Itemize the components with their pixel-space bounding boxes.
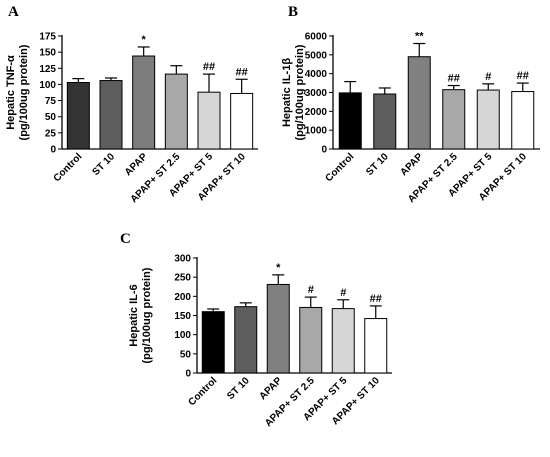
category-label: Control [323, 151, 356, 184]
category-label: APAP [398, 151, 425, 178]
category-label: ST 10 [364, 151, 391, 178]
bar [407, 56, 431, 150]
y-tick-label: 1000 [305, 126, 328, 137]
significance-marker: # [340, 287, 346, 299]
y-tick-label: 6000 [305, 32, 328, 43]
y-tick-label: 50 [45, 112, 57, 123]
y-axis-label: Hepatic TNF-α [5, 55, 17, 130]
bar [66, 81, 90, 150]
y-tick-label: 5000 [305, 50, 328, 61]
panel-letter: B [288, 4, 298, 20]
y-tick-label: 50 [180, 349, 192, 360]
category-label: Control [186, 375, 219, 408]
y-tick-label: 150 [39, 48, 56, 59]
y-axis-label: Hepatic IL-6 [128, 284, 140, 346]
bar [234, 306, 258, 374]
bar [511, 91, 535, 150]
y-tick-label: 4000 [305, 69, 328, 80]
y-tick-label: 75 [45, 96, 57, 107]
bar [476, 89, 500, 150]
panel-letter: C [120, 231, 131, 247]
significance-marker: ## [236, 66, 248, 78]
y-tick-label: 0 [50, 145, 56, 156]
panel-a-tnf-alpha: A Hepatic TNF-α (pg/100ug protein) 0 25 50 75 1… [5, 4, 258, 205]
bar [364, 318, 388, 374]
category-label: APAP [123, 151, 150, 178]
y-tick-label: 25 [45, 128, 57, 139]
bar [442, 89, 466, 150]
category-label: ST 10 [225, 375, 252, 402]
panel-c-il-6: C Hepatic IL-6 (pg/100ug protein) 0 50 100 150… [120, 231, 392, 429]
significance-marker: * [142, 34, 147, 46]
significance-marker: * [276, 262, 281, 274]
y-axis-label-units: (pg/100ug protein) [141, 267, 153, 363]
y-tick-label: 2000 [305, 107, 328, 118]
y-axis-label-units: (pg/100ug protein) [294, 44, 306, 140]
y-axis-label-units: (pg/100ug protein) [18, 44, 30, 140]
y-tick-label: 175 [39, 32, 56, 43]
bar [230, 92, 254, 150]
significance-marker: ** [415, 31, 424, 43]
bar [373, 93, 397, 150]
y-tick-label: 125 [39, 64, 56, 75]
bar [338, 92, 362, 150]
bar [99, 80, 123, 150]
y-tick-label: 150 [174, 311, 191, 322]
bar [266, 283, 290, 374]
bar [331, 308, 355, 374]
bar [132, 55, 156, 150]
category-label: Control [52, 151, 85, 184]
panel-letter: A [8, 4, 19, 20]
bar [201, 311, 225, 374]
bar [299, 306, 323, 374]
y-tick-label: 100 [39, 80, 56, 91]
y-tick-label: 300 [174, 254, 191, 265]
significance-marker: ## [448, 73, 460, 85]
bar [164, 73, 188, 150]
category-label: ST 10 [90, 151, 117, 178]
significance-marker: ## [203, 61, 215, 73]
significance-marker: ## [370, 293, 382, 305]
y-tick-label: 100 [174, 330, 191, 341]
y-tick-label: 3000 [305, 88, 328, 99]
significance-marker: # [308, 284, 314, 296]
bar [197, 91, 221, 150]
y-axis-label: Hepatic IL-1β [281, 58, 293, 127]
category-label: APAP [257, 375, 284, 402]
y-tick-label: 0 [185, 369, 191, 380]
y-tick-label: 200 [174, 292, 191, 303]
significance-marker: # [485, 71, 491, 83]
significance-marker: ## [517, 70, 529, 82]
y-tick-label: 0 [321, 145, 327, 156]
y-tick-label: 250 [174, 273, 191, 284]
panel-b-il-1-beta: B Hepatic IL-1β (pg/100ug protein) 0 1000 200… [281, 4, 540, 205]
